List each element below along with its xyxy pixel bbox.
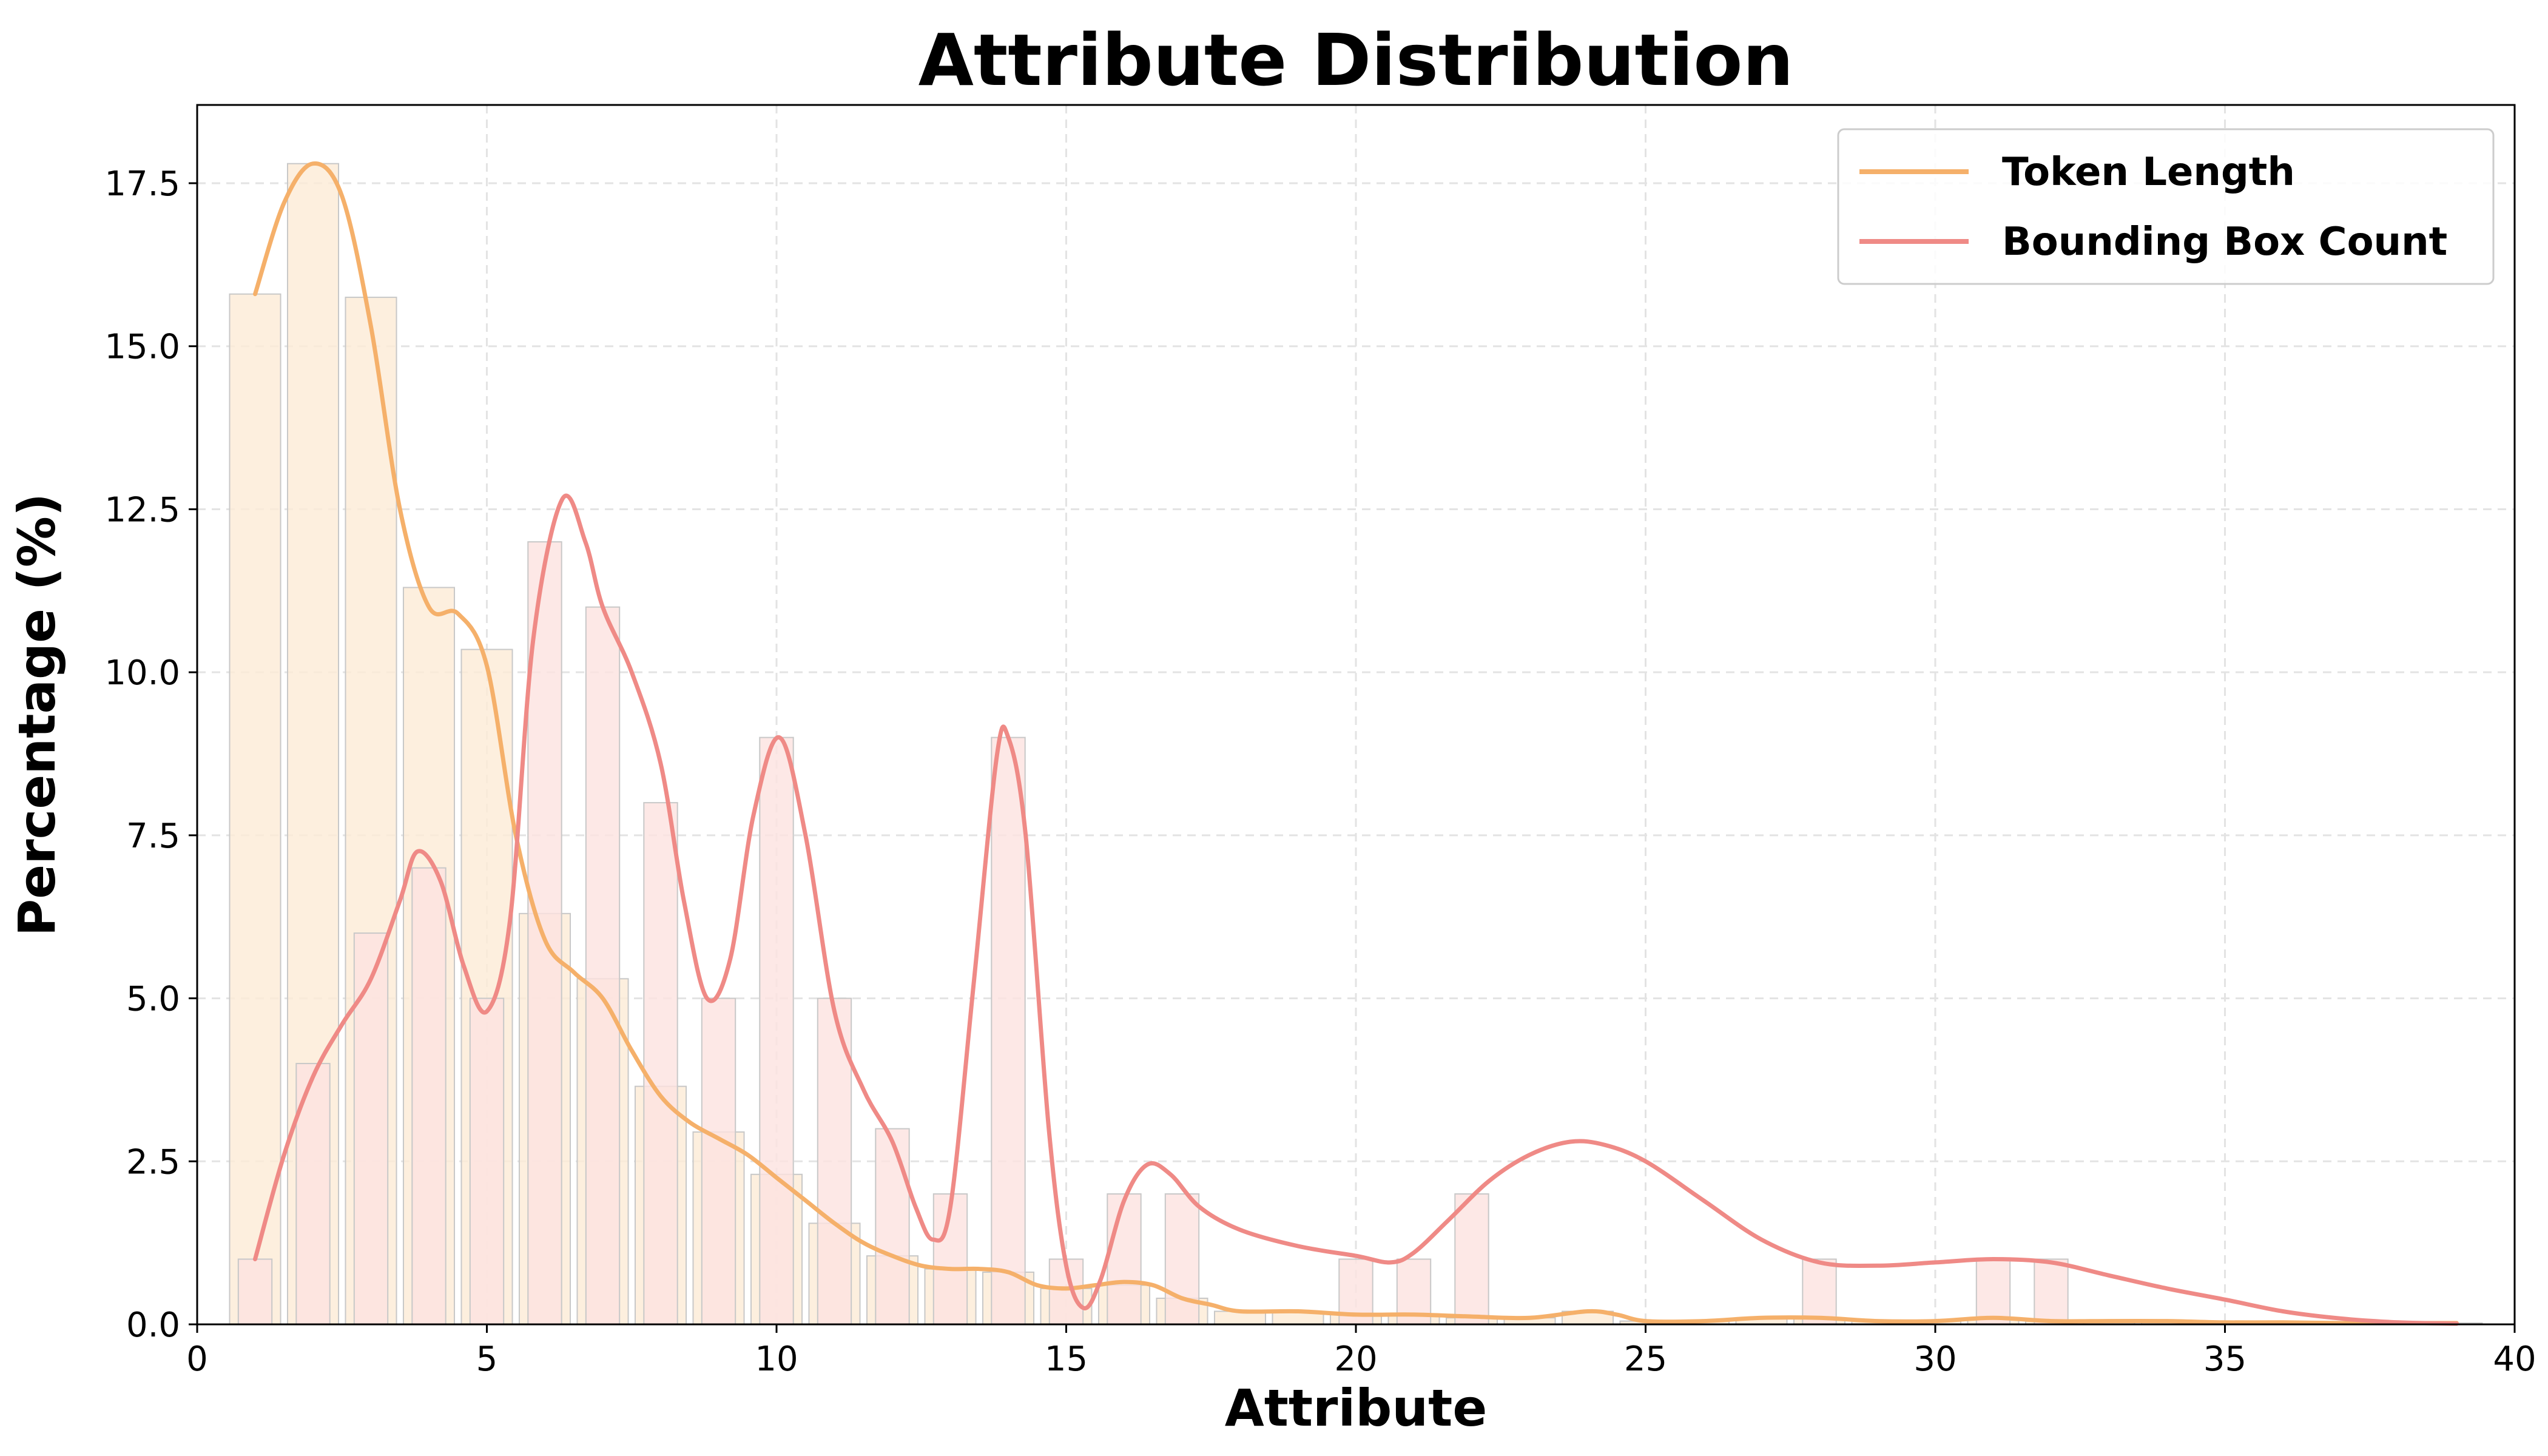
y-tick-label: 7.5 [126, 817, 180, 856]
bar-bounding-box-count [1975, 1258, 2011, 1326]
bar-bounding-box-count [237, 1258, 273, 1326]
legend-box [1837, 128, 2495, 285]
bar-token-length [229, 293, 281, 1326]
y-tick-label: 17.5 [104, 164, 180, 204]
legend: Token Length Bounding Box Count [1837, 128, 2495, 285]
x-tick-label: 25 [1624, 1340, 1667, 1379]
x-tick-label: 5 [476, 1340, 498, 1379]
bar-bounding-box-count [701, 997, 736, 1326]
bar-bounding-box-count [643, 802, 678, 1325]
x-tick-label: 10 [755, 1340, 798, 1379]
bar-bounding-box-count [469, 997, 505, 1326]
x-axis-label: Attribute [1225, 1378, 1488, 1438]
x-tick-label: 0 [186, 1340, 208, 1379]
ticks-layer: 0 5 10 15 20 25 30 35 40 0.0 2.5 5.0 7.5 10.0 12.5 15.0… [104, 164, 2536, 1379]
x-tick-label: 20 [1334, 1340, 1377, 1379]
bar-bounding-box-count [1107, 1193, 1142, 1325]
kde-line-token-length [253, 161, 2459, 1326]
legend-label-bounding-box-count: Bounding Box Count [2002, 220, 2447, 265]
chart-title: Attribute Distribution [918, 18, 1794, 102]
y-tick-label: 0.0 [126, 1306, 180, 1345]
y-tick-label: 12.5 [104, 490, 180, 530]
kde-layer [253, 161, 2459, 1326]
bar-bounding-box-count [411, 867, 447, 1326]
bar-bounding-box-count [875, 1128, 910, 1326]
bar-bounding-box-count [1454, 1193, 1489, 1325]
bar-bounding-box-count [759, 736, 794, 1326]
y-tick-label: 2.5 [126, 1142, 180, 1182]
bar-bounding-box-count [991, 736, 1026, 1326]
y-tick-label: 10.0 [104, 653, 180, 693]
y-tick-label: 5.0 [126, 980, 180, 1019]
bar-bounding-box-count [353, 932, 389, 1325]
x-tick-label: 35 [2203, 1340, 2246, 1379]
x-tick-label: 15 [1045, 1340, 1088, 1379]
y-tick-label: 15.0 [104, 328, 180, 367]
kde-line-bounding-box-count [253, 493, 2459, 1326]
bar-bounding-box-count [1164, 1193, 1200, 1325]
y-axis-label: Percentage (%) [7, 493, 67, 937]
legend-label-token-length: Token Length [2002, 150, 2295, 195]
x-tick-label: 40 [2493, 1340, 2536, 1379]
bar-bounding-box-count [2034, 1258, 2069, 1326]
x-tick-label: 30 [1913, 1340, 1956, 1379]
bar-bounding-box-count [585, 606, 621, 1325]
bar-bounding-box-count [527, 541, 562, 1325]
bars-layer [229, 163, 2483, 1326]
bar-bounding-box-count [1802, 1258, 1837, 1326]
